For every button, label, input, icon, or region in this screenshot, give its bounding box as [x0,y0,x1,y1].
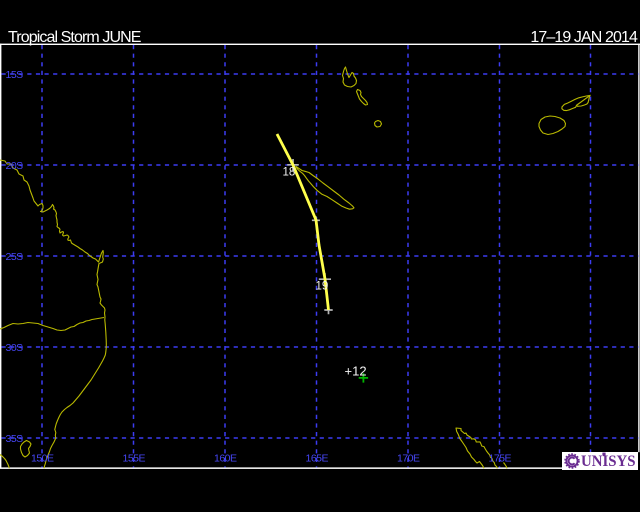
svg-text:35S: 35S [6,433,24,445]
svg-text:150E: 150E [31,453,54,465]
svg-text:175E: 175E [489,453,512,465]
svg-text:25S: 25S [6,251,24,263]
svg-text:30S: 30S [6,342,24,354]
svg-text:170E: 170E [397,453,420,465]
svg-text:155E: 155E [123,453,146,465]
svg-text:20S: 20S [6,160,24,172]
svg-text:19: 19 [316,281,329,293]
svg-text:+12: +12 [345,364,367,379]
svg-text:UNISYS: UNISYS [581,453,636,470]
svg-text:18: 18 [283,167,296,179]
svg-text:165E: 165E [306,453,329,465]
svg-text:15S: 15S [6,69,24,81]
svg-text:160E: 160E [214,453,237,465]
